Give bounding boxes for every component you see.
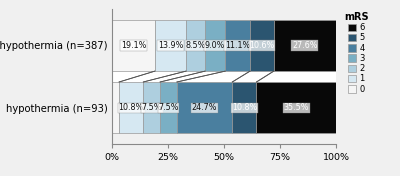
Bar: [225, 20, 250, 71]
Bar: [205, 20, 225, 71]
Text: 9.0%: 9.0%: [205, 41, 225, 50]
Text: 19.1%: 19.1%: [121, 41, 146, 50]
Legend: 6, 5, 4, 3, 2, 1, 0: 6, 5, 4, 3, 2, 1, 0: [342, 10, 370, 95]
Text: 35.5%: 35.5%: [284, 103, 309, 112]
Text: 8.5%: 8.5%: [185, 41, 206, 50]
Bar: [119, 82, 143, 133]
Bar: [155, 20, 186, 71]
Text: 11.1%: 11.1%: [225, 41, 250, 50]
Text: 10.6%: 10.6%: [249, 41, 274, 50]
Text: 13.9%: 13.9%: [158, 41, 183, 50]
Text: 10.8%: 10.8%: [119, 103, 144, 112]
Bar: [177, 82, 232, 133]
Bar: [160, 82, 177, 133]
Bar: [112, 20, 155, 71]
Text: 24.7%: 24.7%: [192, 103, 217, 112]
Bar: [232, 82, 256, 133]
Text: 7.5%: 7.5%: [142, 103, 162, 112]
Bar: [112, 82, 119, 133]
Text: 7.5%: 7.5%: [158, 103, 179, 112]
Bar: [256, 82, 336, 133]
Bar: [112, 71, 336, 82]
Bar: [250, 20, 274, 71]
Text: 27.6%: 27.6%: [292, 41, 317, 50]
Text: 10.8%: 10.8%: [232, 103, 257, 112]
Bar: [143, 82, 160, 133]
Bar: [186, 20, 205, 71]
Bar: [274, 20, 336, 71]
